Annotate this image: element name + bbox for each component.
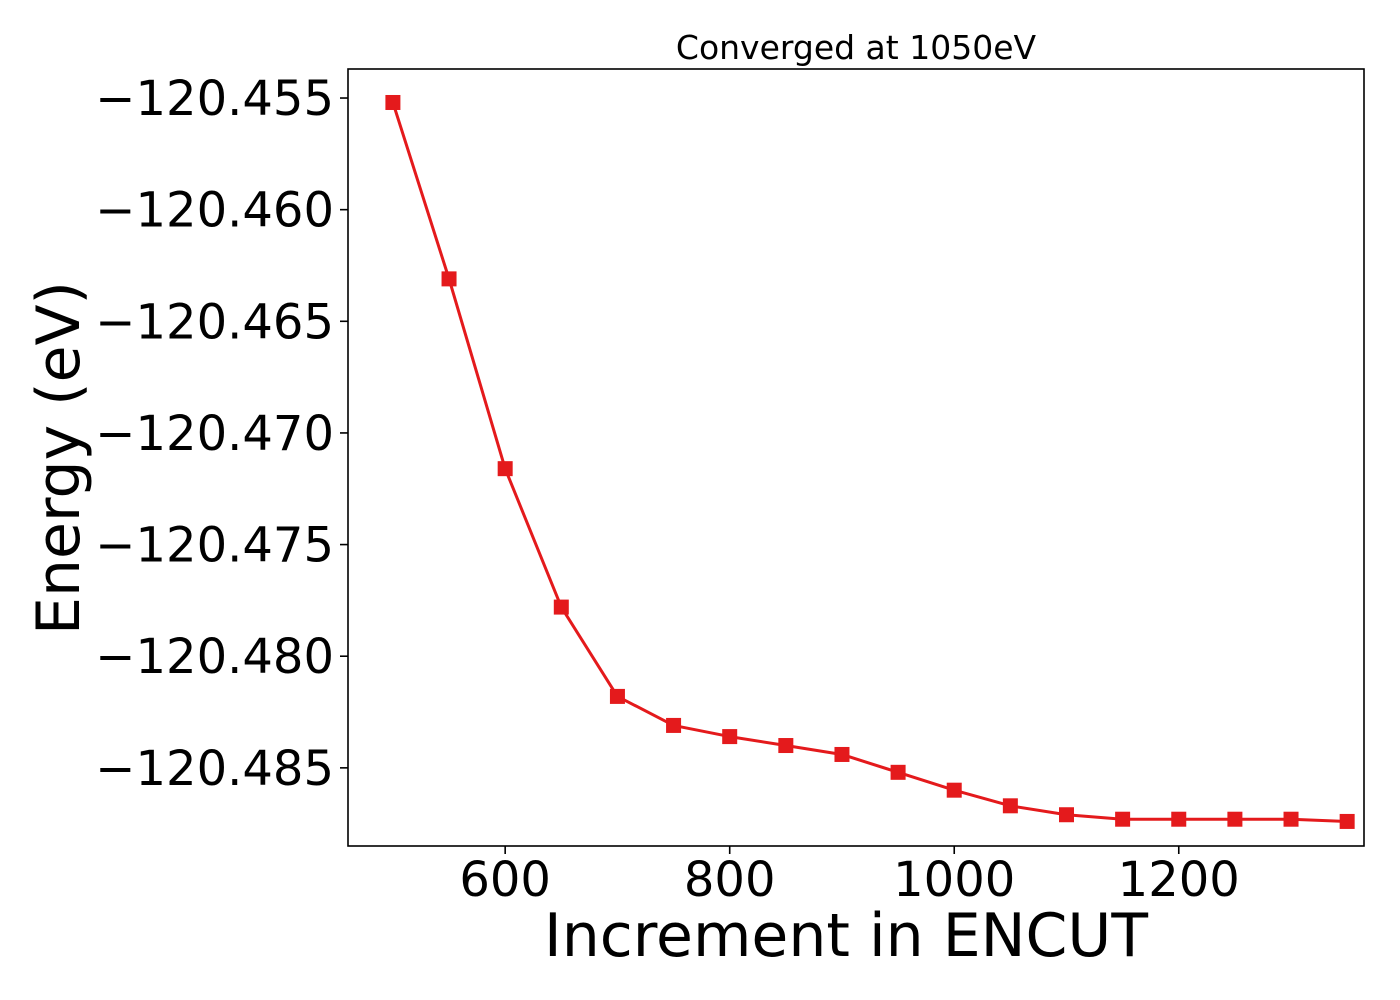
data-point-marker	[1059, 807, 1074, 823]
y-tick-label: −120.470	[95, 406, 334, 462]
plot-frame	[347, 68, 1365, 847]
data-point-marker	[834, 746, 850, 762]
data-point-marker	[722, 729, 738, 745]
y-tick-label: −120.460	[95, 183, 334, 239]
data-point-marker	[1115, 811, 1131, 827]
x-tick-label: 1000	[893, 852, 1015, 908]
data-point-marker	[1227, 811, 1243, 827]
data-point-marker	[890, 764, 906, 780]
data-point-marker	[497, 461, 513, 477]
plot-marks	[385, 94, 1355, 829]
data-point-marker	[778, 738, 794, 754]
data-point-marker	[1171, 811, 1187, 827]
x-tick-label: 600	[459, 852, 551, 908]
y-axis-ticks: −120.455 −120.460 −120.465 −120.470 −120.475…	[95, 71, 348, 797]
x-axis-ticks: 600 800 1000 1200	[459, 846, 1240, 908]
data-point-marker	[666, 717, 682, 733]
data-point-marker	[553, 599, 569, 615]
y-axis-label: Energy (eV)	[24, 281, 94, 635]
data-point-marker	[441, 271, 457, 287]
data-point-marker	[946, 782, 962, 798]
y-tick-label: −120.465	[95, 294, 334, 350]
x-tick-label: 800	[684, 852, 776, 908]
data-point-marker	[1283, 811, 1299, 827]
y-tick-label: −120.455	[95, 71, 334, 127]
chart-title: Converged at 1050eV	[676, 28, 1037, 67]
data-point-marker	[385, 94, 401, 110]
series-line	[391, 102, 1348, 823]
y-tick-label: −120.475	[95, 518, 334, 574]
y-tick-label: −120.485	[95, 741, 334, 797]
y-tick-label: −120.480	[95, 629, 334, 685]
x-axis-label: Increment in ENCUT	[544, 901, 1148, 971]
data-point-marker	[1339, 813, 1355, 829]
data-point-marker	[1002, 798, 1018, 814]
x-tick-label: 1200	[1118, 852, 1240, 908]
data-point-marker	[609, 688, 625, 704]
